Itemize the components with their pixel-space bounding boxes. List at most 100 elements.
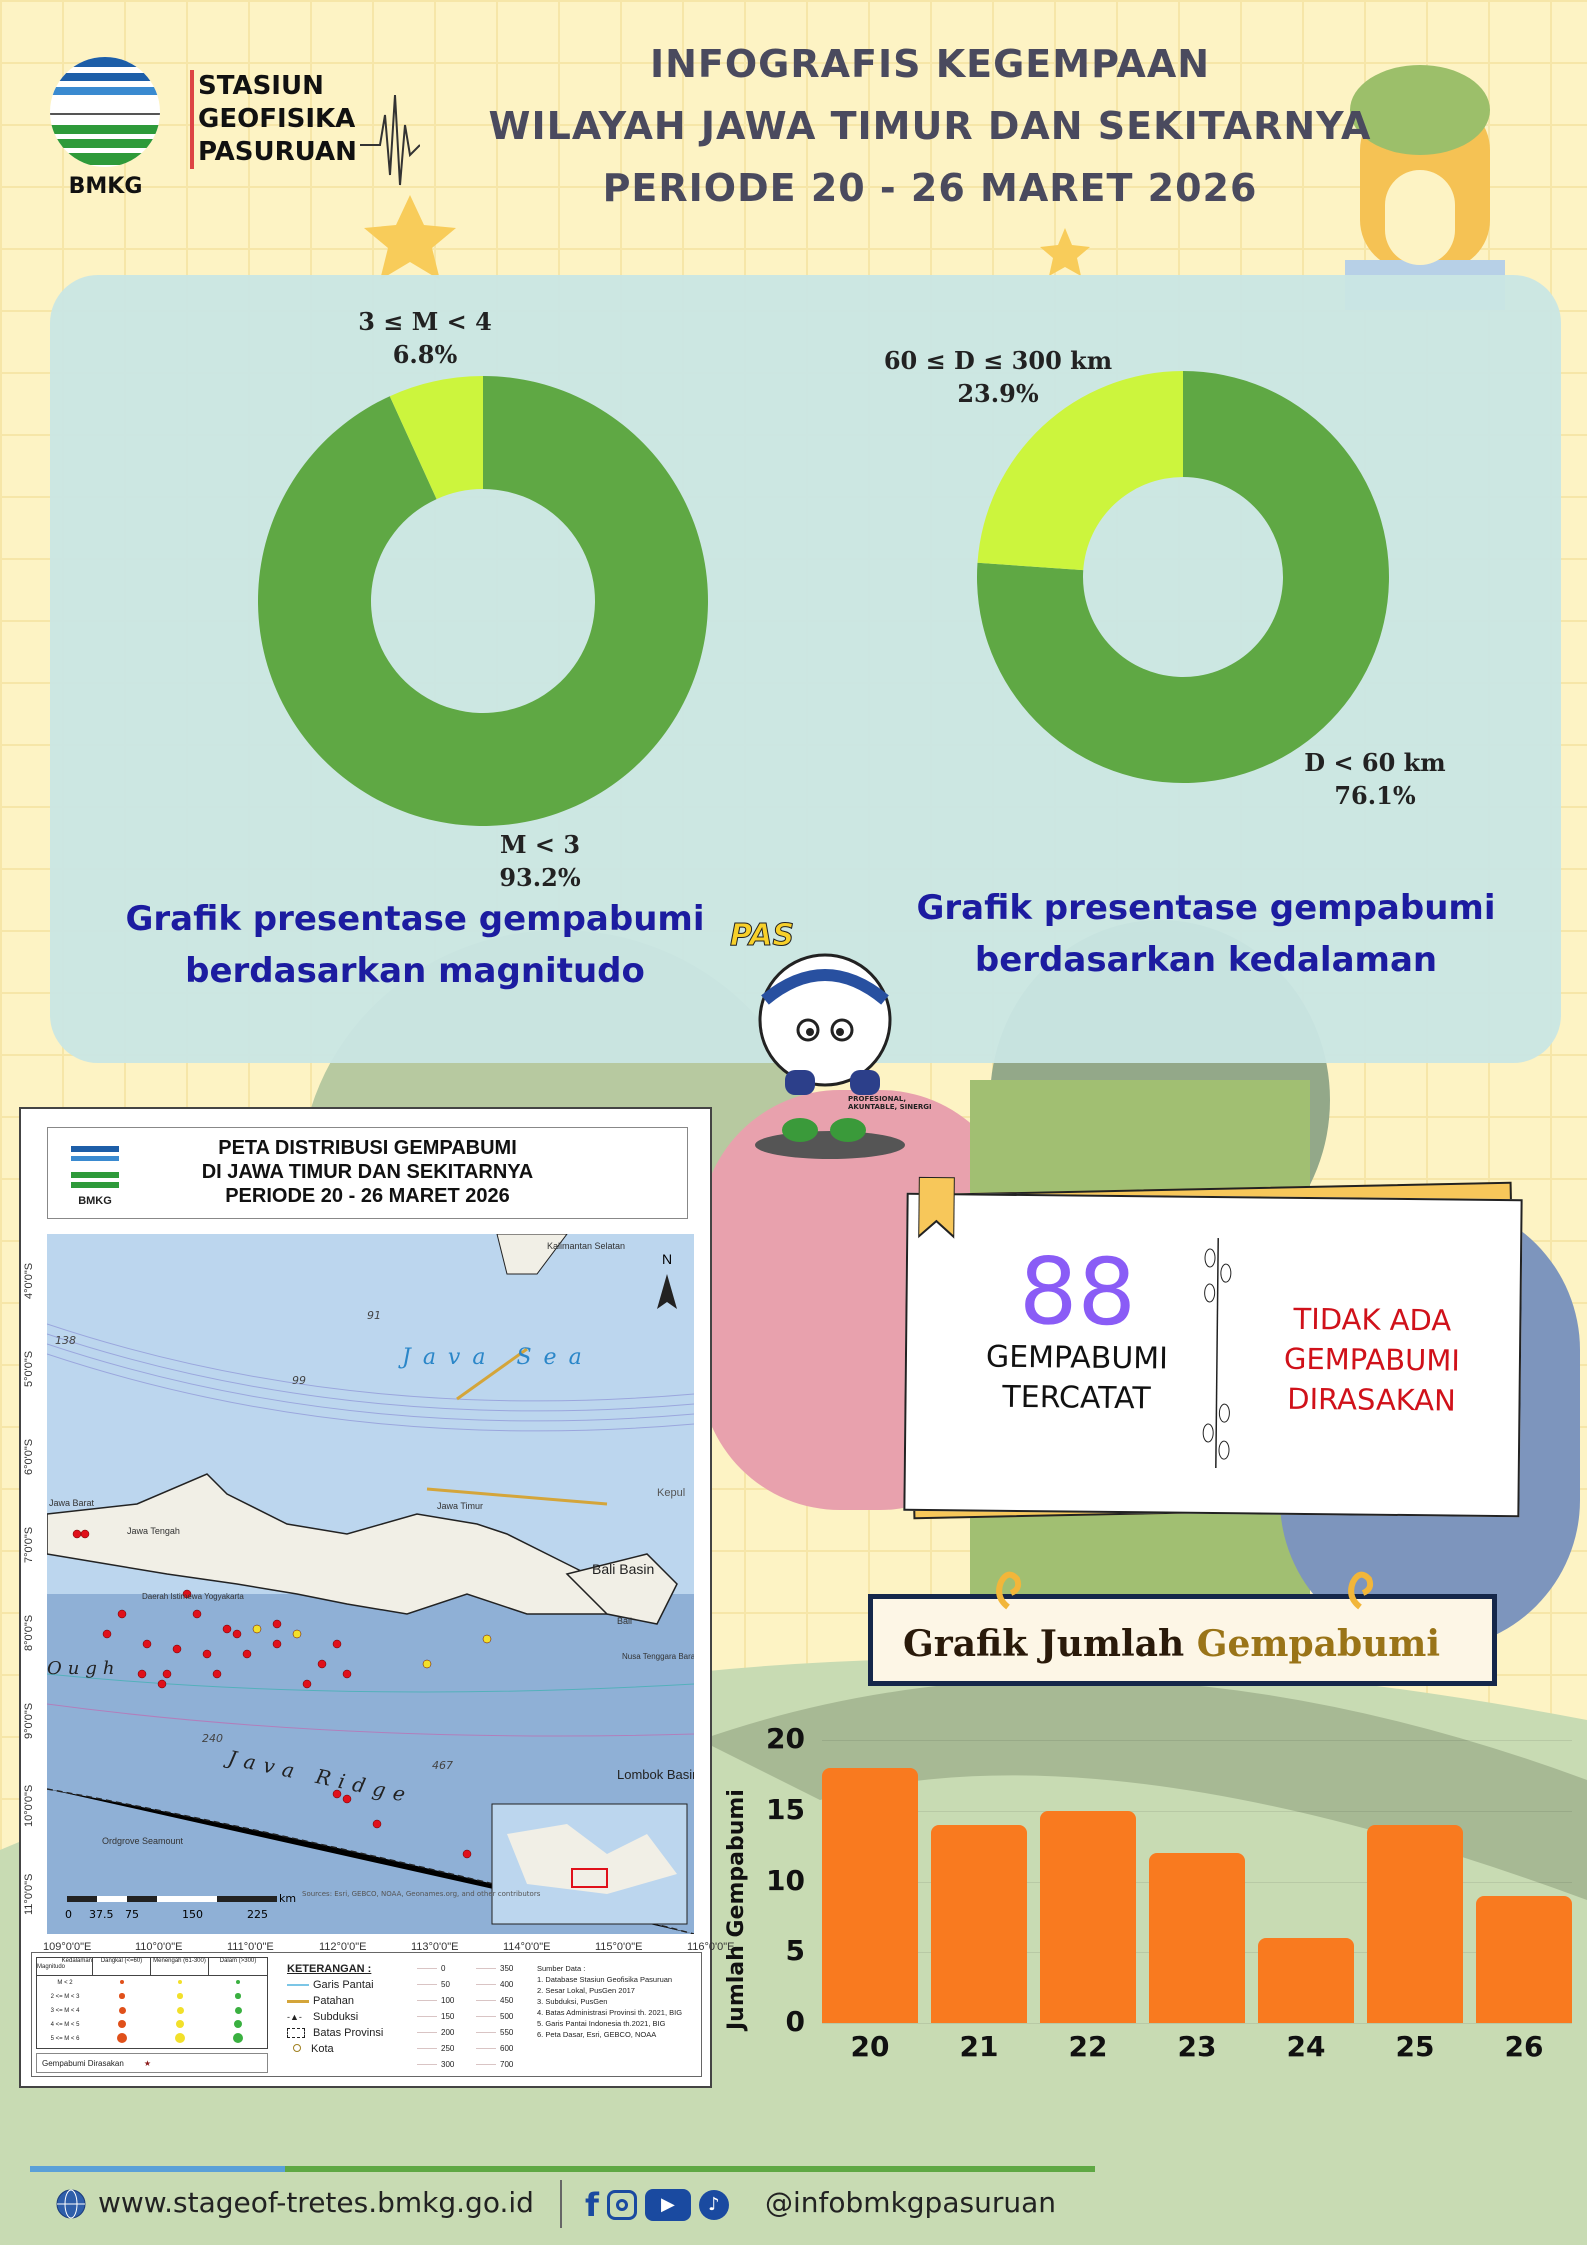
scale-label: 150 bbox=[182, 1908, 203, 1921]
magnitude-caption: Grafik presentase gempabumi berdasarkan m… bbox=[75, 893, 755, 997]
label-mag-major-name: M < 3 bbox=[499, 830, 581, 859]
earthquake-marker bbox=[80, 1529, 90, 1539]
earthquake-marker bbox=[292, 1629, 302, 1639]
legend-dot bbox=[209, 2019, 267, 2031]
legend-row: 5 <= M < 6 bbox=[37, 2032, 267, 2046]
lon-tick-label: 109°0'0"E bbox=[43, 1941, 92, 1953]
bar-y-axis-label: Jumlah Gempabumi bbox=[724, 1789, 749, 2030]
ring-icon bbox=[1348, 1571, 1374, 1610]
x-tick-label: 26 bbox=[1504, 2030, 1544, 2063]
legend-dot bbox=[151, 2033, 209, 2045]
earthquake-marker bbox=[157, 1679, 167, 1689]
social-handle[interactable]: @infobmkgpasuruan bbox=[765, 2186, 1056, 2219]
earthquake-marker bbox=[462, 1849, 472, 1859]
footer-divider bbox=[560, 2180, 562, 2228]
mascot-illustration-icon bbox=[755, 953, 905, 1159]
depth-caption-2: berdasarkan kedalaman bbox=[974, 940, 1438, 980]
legend-item: Patahan bbox=[287, 1993, 383, 2009]
depth-scale-label: 100 bbox=[417, 1993, 468, 2009]
label-bali: Bali bbox=[617, 1616, 632, 1626]
label-jawa-timur: Jawa Timur bbox=[437, 1501, 483, 1511]
earthquake-marker bbox=[317, 1659, 327, 1669]
lat-tick-label: 11°0'0"S bbox=[23, 1873, 35, 1915]
bmkg-logo: BMKG bbox=[48, 55, 163, 199]
contour-label: 99 bbox=[292, 1374, 306, 1387]
bar-20 bbox=[822, 1768, 918, 2023]
magnitude-caption-2: berdasarkan magnitudo bbox=[185, 951, 645, 991]
source-item: 3. Subduksi, PusGen bbox=[537, 1997, 608, 2006]
bar-title-part1: Grafik Jumlah bbox=[903, 1623, 1185, 1665]
source-item: 4. Batas Administrasi Provinsi th. 2021,… bbox=[537, 2008, 683, 2017]
label-mag-major: M < 3 93.2% bbox=[390, 828, 690, 894]
y-tick-label: 10 bbox=[766, 1863, 805, 1897]
youtube-icon[interactable]: ▶ bbox=[644, 2189, 691, 2221]
website-link[interactable]: www.stageof-tretes.bmkg.go.id bbox=[98, 2186, 534, 2219]
station-line-3: PASURUAN bbox=[198, 137, 357, 167]
label-depth-minor: 60 ≤ D ≤ 300 km 23.9% bbox=[848, 344, 1148, 410]
legend-dot bbox=[151, 2019, 209, 2031]
north-arrow-icon: N bbox=[657, 1251, 677, 1309]
lon-tick-label: 111°0'0"E bbox=[227, 1941, 274, 1953]
earthquake-marker bbox=[72, 1529, 82, 1539]
ring-icon bbox=[996, 1571, 1022, 1610]
source-item: 6. Peta Dasar, Esri, GEBCO, NOAA bbox=[537, 2030, 657, 2039]
seismograph-icon bbox=[360, 94, 420, 186]
header-title-3: PERIODE 20 - 26 MARET 2026 bbox=[602, 166, 1258, 210]
map-bmkg-logo-icon: BMKG bbox=[71, 1146, 119, 1207]
earthquake-marker bbox=[137, 1669, 147, 1679]
bmkg-logo-text: BMKG bbox=[68, 174, 143, 199]
earthquake-count: 88 bbox=[1018, 1237, 1137, 1347]
felt-status: TIDAK ADA GEMPABUMI DIRASAKAN bbox=[1246, 1298, 1497, 1421]
label-depth-minor-pct: 23.9% bbox=[957, 379, 1039, 408]
depth-scale-label: 300 bbox=[417, 2057, 468, 2073]
earthquake-marker bbox=[252, 1624, 262, 1634]
facebook-icon[interactable]: f bbox=[585, 2186, 599, 2224]
earthquake-marker bbox=[272, 1619, 282, 1629]
legend-item: Kota bbox=[287, 2041, 383, 2057]
depth-scale-label: 550 bbox=[476, 2025, 527, 2041]
earthquake-marker bbox=[342, 1794, 352, 1804]
gridline bbox=[822, 2023, 1572, 2024]
depth-scale-label: 400 bbox=[476, 1977, 527, 1993]
mascot: PAS PROFESIONAL, AKUNTABLE, SINERGI bbox=[729, 918, 932, 1160]
earthquake-marker bbox=[202, 1649, 212, 1659]
bar-26 bbox=[1476, 1895, 1572, 2023]
legend-item-label: Patahan bbox=[313, 1995, 354, 2007]
legend-item: -▲- Subduksi bbox=[287, 2011, 359, 2023]
legend-dot bbox=[209, 1993, 267, 2001]
bar-24 bbox=[1258, 1938, 1354, 2023]
bar-chart-title-box: Grafik Jumlah Gempabumi bbox=[868, 1571, 1497, 1686]
earthquake-marker bbox=[192, 1609, 202, 1619]
x-tick-label: 20 bbox=[850, 2030, 890, 2063]
earthquake-marker bbox=[102, 1629, 112, 1639]
legend-felt: Gempabumi Dirasakan ★ bbox=[36, 2053, 268, 2073]
legend-dot bbox=[93, 1980, 151, 1986]
earthquake-marker bbox=[342, 1669, 352, 1679]
legend-item-label: Subduksi bbox=[313, 2011, 359, 2023]
earthquake-marker bbox=[272, 1639, 282, 1649]
lon-tick-label: 110°0'0"E bbox=[135, 1941, 183, 1953]
y-tick-label: 15 bbox=[766, 1792, 805, 1826]
instagram-icon[interactable] bbox=[606, 2190, 637, 2220]
label-lombok-basin: Lombok Basin bbox=[617, 1767, 694, 1782]
depth-scale-label: 500 bbox=[476, 2009, 527, 2025]
station-line-1: STASIUN bbox=[198, 71, 324, 101]
lon-tick-label: 115°0'0"E bbox=[595, 1941, 643, 1953]
contour-label: 467 bbox=[432, 1759, 453, 1772]
earthquake-marker bbox=[232, 1629, 242, 1639]
label-diy: Daerah Istimewa Yogyakarta bbox=[142, 1592, 244, 1601]
lon-tick-label: 114°0'0"E bbox=[503, 1941, 551, 1953]
depth-scale-label: 200 bbox=[417, 2025, 468, 2041]
tiktok-icon[interactable]: ♪ bbox=[698, 2190, 729, 2220]
x-tick-label: 23 bbox=[1177, 2030, 1217, 2063]
inset-map bbox=[491, 1803, 688, 1925]
label-mag-minor-pct: 6.8% bbox=[392, 340, 458, 369]
legend-dot bbox=[209, 2006, 267, 2016]
y-tick-label: 20 bbox=[766, 1722, 805, 1755]
earthquake-marker bbox=[182, 1589, 192, 1599]
lat-tick-label: 6°0'0"S bbox=[23, 1438, 35, 1475]
lon-tick-label: 112°0'0"E bbox=[319, 1941, 367, 1953]
header-title-1: INFOGRAFIS KEGEMPAAN bbox=[649, 42, 1211, 86]
earthquake-marker bbox=[482, 1634, 492, 1644]
x-tick-label: 22 bbox=[1068, 2030, 1108, 2063]
